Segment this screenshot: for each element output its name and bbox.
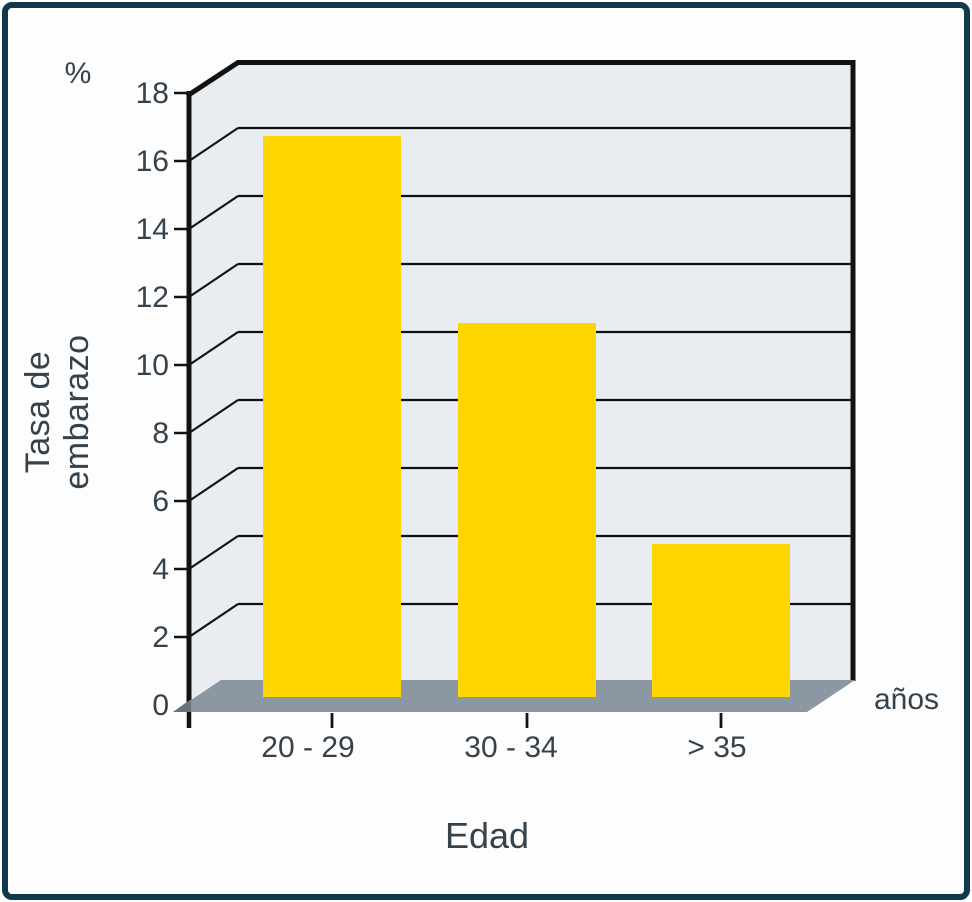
bar-1 xyxy=(263,136,401,697)
x-axis-unit-label: años xyxy=(874,683,940,716)
plot-frame-edge xyxy=(185,60,856,681)
y-tick-label: 18 xyxy=(136,77,169,110)
y-axis-unit-label: % xyxy=(64,57,92,90)
gridline-diagonal xyxy=(188,263,239,298)
y-tick-label: 12 xyxy=(136,281,169,314)
floor-origin-shadow xyxy=(173,699,191,712)
y-tick-label: 6 xyxy=(152,485,169,518)
y-axis-title: Tasa de embarazo xyxy=(19,334,96,490)
gridline-diagonal xyxy=(188,331,239,366)
gridline-diagonal xyxy=(188,195,239,230)
x-category-label: 30 - 34 xyxy=(464,731,557,764)
y-tick-label: 2 xyxy=(152,621,169,654)
gridline-diagonal xyxy=(188,467,239,502)
x-category-label: > 35 xyxy=(687,731,746,764)
y-tick-label: 0 xyxy=(152,689,169,722)
bar-3 xyxy=(652,544,790,697)
y-tick-label: 16 xyxy=(136,145,169,178)
y-tick-label: 4 xyxy=(152,553,169,586)
gridline-diagonal xyxy=(188,535,239,570)
y-tick-label: 8 xyxy=(152,417,169,450)
x-category-label: 20 - 29 xyxy=(261,731,354,764)
gridline-diagonal xyxy=(188,399,239,434)
y-tick-label: 10 xyxy=(136,349,169,382)
bar-2 xyxy=(458,323,596,697)
y-tick-label: 14 xyxy=(136,213,169,246)
x-axis-title: Edad xyxy=(444,815,530,856)
gridline-diagonal xyxy=(188,603,239,638)
gridline-diagonal xyxy=(188,127,239,162)
